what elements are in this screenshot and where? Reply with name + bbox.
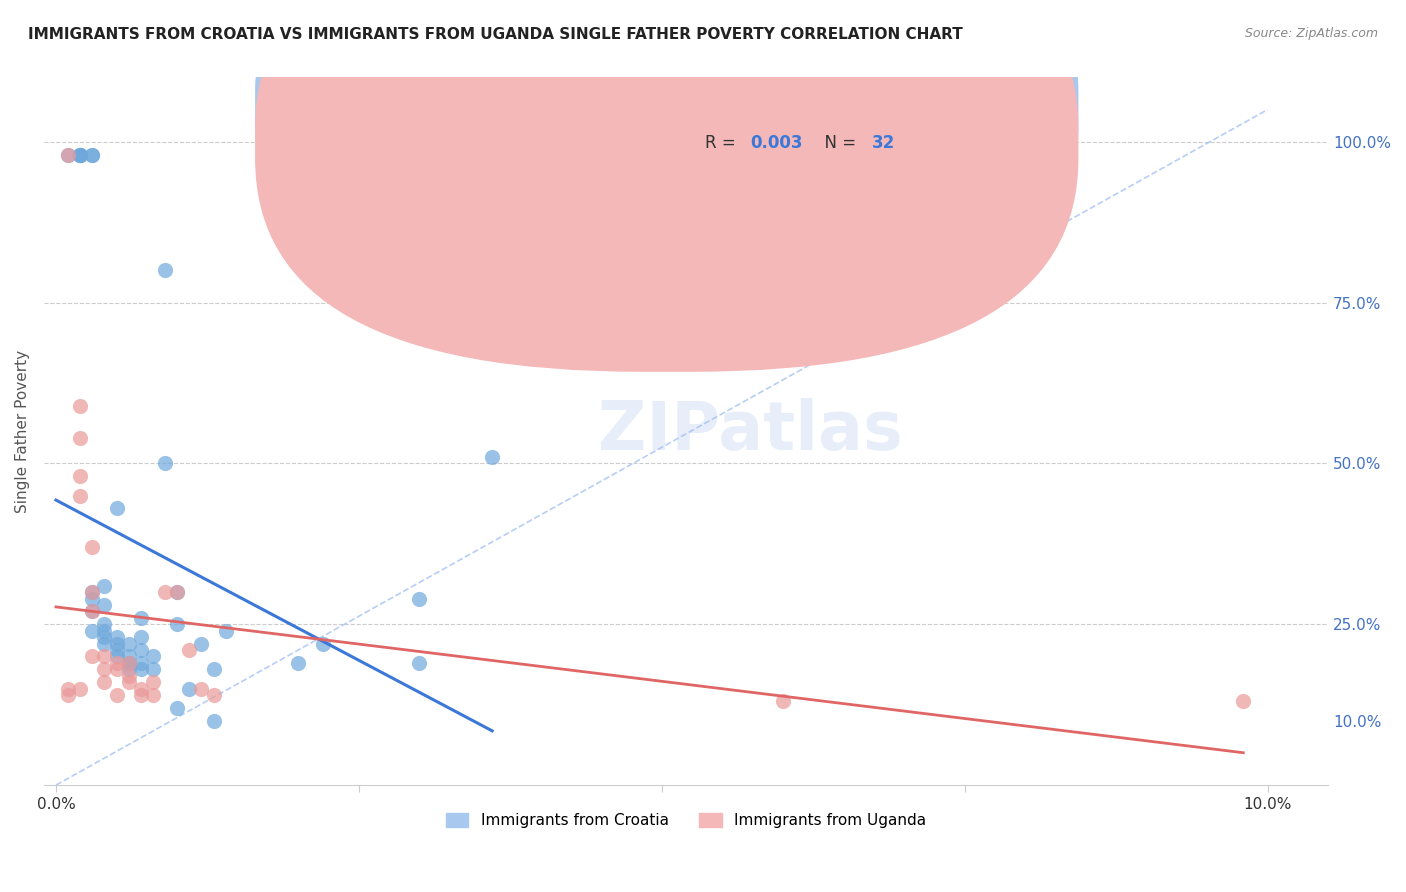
Y-axis label: Single Father Poverty: Single Father Poverty	[15, 350, 30, 513]
Point	[105, 636, 128, 650]
Point	[166, 617, 188, 632]
Point	[82, 147, 104, 161]
Point	[69, 147, 91, 161]
Point	[118, 656, 141, 670]
Point	[287, 656, 309, 670]
Point	[142, 688, 165, 702]
Point	[82, 585, 104, 599]
Point	[214, 624, 236, 638]
Point	[69, 399, 91, 413]
Point	[105, 630, 128, 644]
Text: R =: R =	[706, 134, 741, 152]
Point	[56, 681, 79, 696]
Point	[142, 675, 165, 690]
Point	[105, 643, 128, 657]
Point	[69, 147, 91, 161]
Point	[82, 624, 104, 638]
Text: IMMIGRANTS FROM CROATIA VS IMMIGRANTS FROM UGANDA SINGLE FATHER POVERTY CORRELAT: IMMIGRANTS FROM CROATIA VS IMMIGRANTS FR…	[28, 27, 963, 42]
Point	[153, 585, 176, 599]
Point	[56, 147, 79, 161]
Text: 0.264: 0.264	[751, 98, 803, 116]
Point	[93, 598, 115, 612]
Point	[69, 147, 91, 161]
Point	[202, 662, 225, 676]
Point	[202, 688, 225, 702]
Point	[202, 714, 225, 728]
Point	[129, 656, 152, 670]
Point	[82, 649, 104, 664]
Text: R =: R =	[706, 98, 741, 116]
Point	[118, 675, 141, 690]
FancyBboxPatch shape	[256, 0, 1078, 371]
Point	[69, 431, 91, 445]
Point	[179, 681, 201, 696]
Text: 32: 32	[872, 134, 896, 152]
Point	[105, 662, 128, 676]
Point	[311, 636, 333, 650]
Point	[56, 688, 79, 702]
Point	[129, 662, 152, 676]
Point	[408, 656, 430, 670]
Text: Source: ZipAtlas.com: Source: ZipAtlas.com	[1244, 27, 1378, 40]
Point	[69, 489, 91, 503]
Point	[93, 675, 115, 690]
Point	[408, 591, 430, 606]
Point	[82, 604, 104, 618]
Point	[82, 540, 104, 554]
Point	[118, 636, 141, 650]
Point	[142, 649, 165, 664]
Point	[179, 643, 201, 657]
Point	[105, 649, 128, 664]
Point	[93, 662, 115, 676]
Point	[69, 681, 91, 696]
Point	[93, 649, 115, 664]
Text: 0.003: 0.003	[751, 134, 803, 152]
Point	[82, 585, 104, 599]
Point	[93, 617, 115, 632]
Point	[118, 649, 141, 664]
Point	[69, 469, 91, 483]
Point	[93, 636, 115, 650]
Point	[142, 662, 165, 676]
Point	[481, 450, 503, 464]
Point	[166, 585, 188, 599]
Point	[153, 263, 176, 277]
Point	[56, 147, 79, 161]
Point	[1232, 694, 1254, 708]
Text: ZIPatlas: ZIPatlas	[598, 398, 903, 464]
Point	[772, 694, 794, 708]
Point	[129, 630, 152, 644]
Text: 48: 48	[872, 98, 896, 116]
Point	[190, 681, 212, 696]
Point	[105, 688, 128, 702]
Point	[190, 636, 212, 650]
Point	[118, 656, 141, 670]
Point	[129, 681, 152, 696]
Point	[129, 643, 152, 657]
FancyBboxPatch shape	[616, 70, 988, 177]
Point	[118, 669, 141, 683]
Text: N =: N =	[814, 134, 862, 152]
Point	[105, 501, 128, 516]
Point	[118, 662, 141, 676]
Point	[129, 611, 152, 625]
Point	[105, 656, 128, 670]
Point	[93, 624, 115, 638]
FancyBboxPatch shape	[256, 0, 1078, 335]
Point	[166, 701, 188, 715]
Text: N =: N =	[814, 98, 862, 116]
Point	[82, 604, 104, 618]
Point	[82, 591, 104, 606]
Point	[129, 688, 152, 702]
Point	[153, 457, 176, 471]
Point	[82, 147, 104, 161]
Point	[166, 585, 188, 599]
Legend: Immigrants from Croatia, Immigrants from Uganda: Immigrants from Croatia, Immigrants from…	[440, 806, 932, 834]
Point	[93, 630, 115, 644]
Point	[69, 147, 91, 161]
Point	[93, 579, 115, 593]
